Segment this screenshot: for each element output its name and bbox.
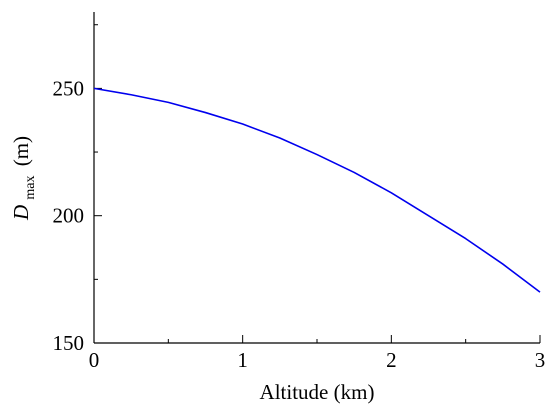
y-axis-label-unit: (m) [9,136,33,166]
y-ticks: 150 200 250 [53,24,102,355]
y-tick-label: 200 [53,204,85,228]
y-axis-label-subscript: max [23,176,38,200]
x-axis-label: Altitude (km) [260,380,375,404]
y-axis-label: D max (m) [9,136,39,221]
series-line [93,87,541,293]
x-tick-label: 0 [89,348,100,372]
y-axis-label-main: D [9,205,33,221]
y-tick-label: 250 [53,76,85,100]
x-tick-label: 1 [237,348,248,372]
series-group [93,87,541,293]
x-tick-label: 2 [386,348,397,372]
y-tick-label: 150 [53,331,85,355]
axes [93,12,540,344]
x-ticks: 0 1 2 3 [89,335,546,372]
x-tick-label: 3 [535,348,546,372]
